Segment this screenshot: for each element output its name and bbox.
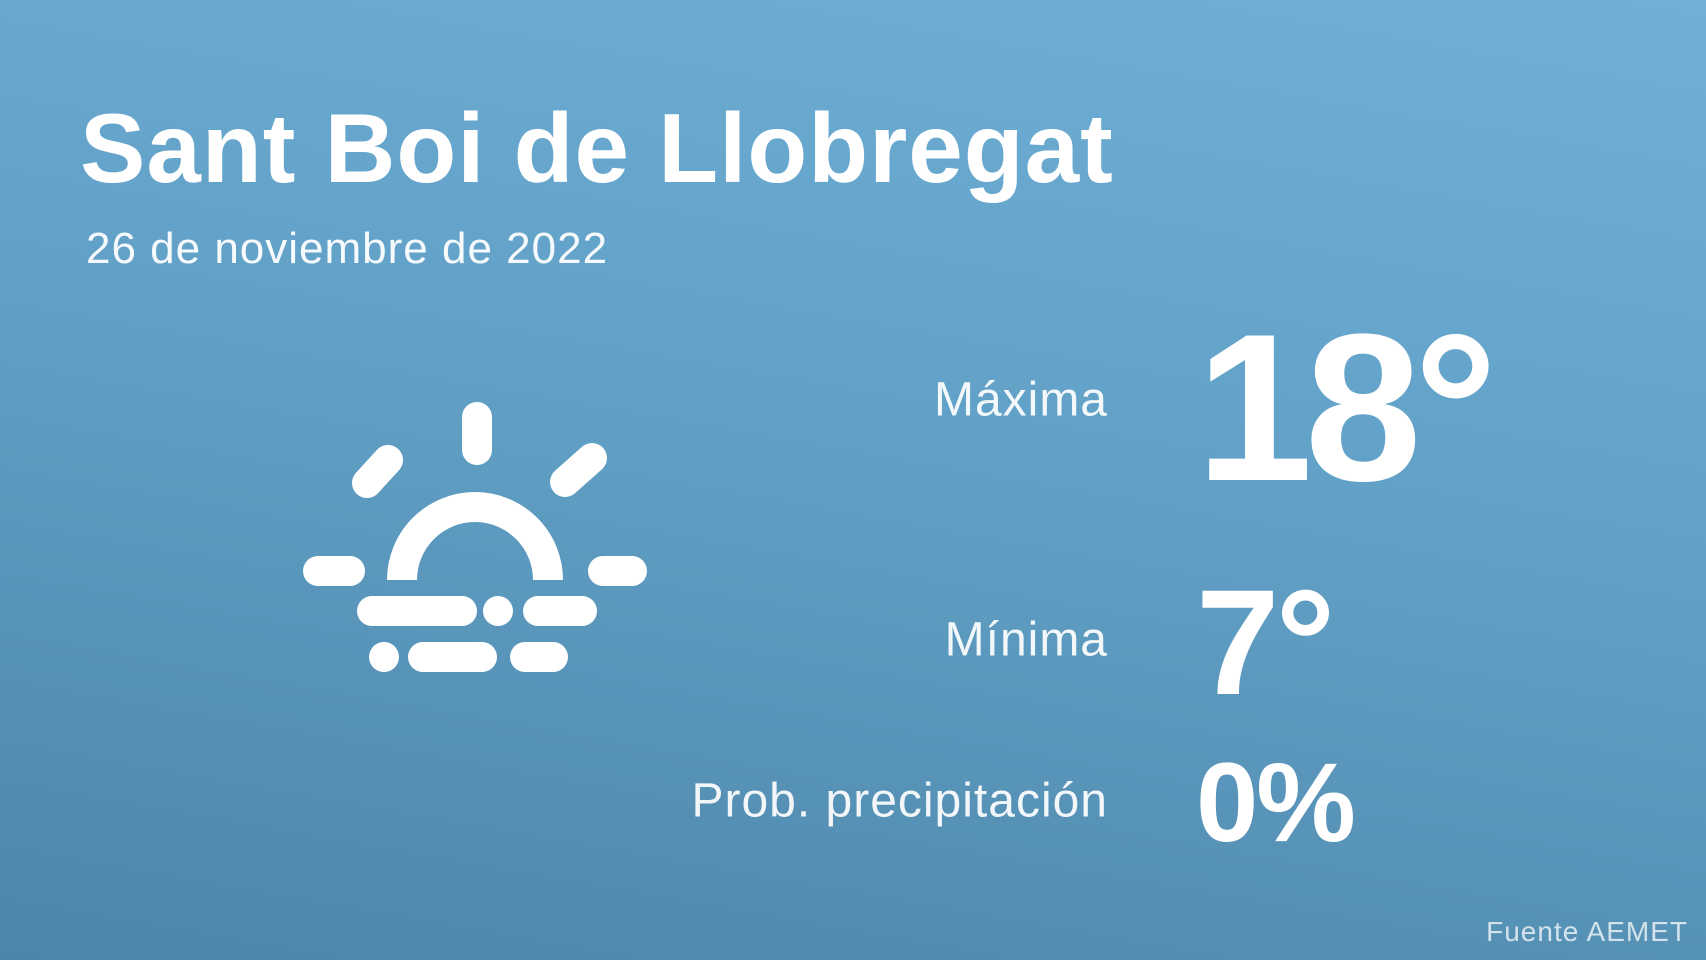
sun-ray-right	[550, 443, 607, 497]
misty-sunrise-icon	[303, 402, 647, 672]
min-temp-value: 7°	[1196, 558, 1335, 726]
source-attribution: Fuente AEMET	[1486, 916, 1688, 947]
sun-ray-left	[352, 445, 403, 498]
precipitation-label: Prob. precipitación	[691, 774, 1108, 828]
page-title: Sant Boi de Llobregat	[80, 93, 1114, 203]
max-temp-label: Máxima	[933, 373, 1108, 427]
precipitation-value: 0%	[1196, 740, 1356, 865]
fog-dot	[483, 596, 513, 626]
sun-arc	[387, 492, 563, 581]
date-label: 26 de noviembre de 2022	[86, 224, 609, 273]
max-temp-value: 18°	[1196, 290, 1498, 525]
min-temp-label: Mínima	[944, 613, 1108, 667]
fog-dot	[369, 642, 399, 672]
